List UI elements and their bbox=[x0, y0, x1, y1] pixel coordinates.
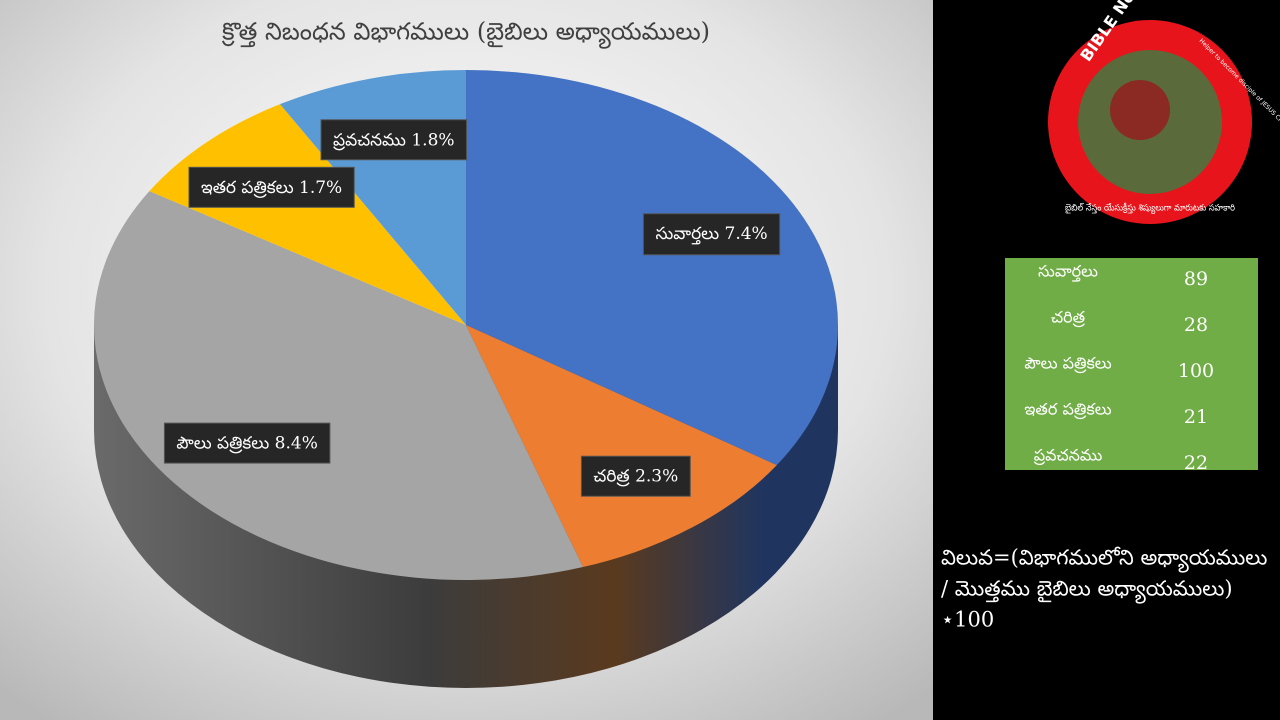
chart-title: క్రొత్త నిబంధన విభాగములు (బైబిలు అధ్యాయమ… bbox=[221, 18, 710, 50]
pie-slice bbox=[93, 191, 584, 581]
value-label: 2.3% bbox=[635, 466, 678, 486]
data-label-text: చరిత్ర 2.3% bbox=[593, 466, 678, 486]
table-name: పౌలు పత్రికలు bbox=[1024, 354, 1111, 374]
data-label-box bbox=[580, 455, 691, 497]
table-value: 28 bbox=[1184, 314, 1208, 336]
data-label: చరిత్ర 2.3% bbox=[580, 455, 691, 497]
table-value: 22 bbox=[1184, 452, 1208, 474]
note-line: / మొత్తము బైబిలు అధ్యాయములు) bbox=[941, 577, 1233, 605]
category-name: చరిత్ర bbox=[593, 466, 629, 486]
logo-figure bbox=[1110, 80, 1170, 140]
data-label: పౌలు పత్రికలు 8.4% bbox=[163, 422, 331, 464]
value-label: 8.4% bbox=[275, 433, 318, 453]
value-label: 1.8% bbox=[411, 130, 454, 150]
data-label-text: ప్రవచనము 1.8% bbox=[333, 130, 455, 150]
value-label: 1.7% bbox=[299, 177, 342, 197]
table-name: ప్రవచనము bbox=[1033, 446, 1102, 466]
data-label-box bbox=[188, 166, 355, 208]
table-value: 100 bbox=[1178, 360, 1214, 382]
table-name: ఇతర పత్రికలు bbox=[1024, 400, 1111, 420]
logo-telugu: బైబిల్ నేస్తం యేసుక్రీస్తు శిష్యులుగా మా… bbox=[1065, 203, 1236, 215]
category-name: పౌలు పత్రికలు bbox=[176, 433, 269, 453]
category-name: సువార్తలు bbox=[655, 224, 719, 245]
logo: BIBLE Nestam Helper to become disciple o… bbox=[1048, 0, 1280, 224]
category-name: ఇతర పత్రికలు bbox=[201, 177, 294, 197]
data-label: ఇతర పత్రికలు 1.7% bbox=[188, 166, 355, 208]
data-labels: సువార్తలు 7.4% చరిత్ర 2.3% పౌలు పత్రికలు 8… bbox=[163, 119, 781, 497]
pie-slice bbox=[149, 104, 467, 326]
data-label-text: సువార్తలు 7.4% bbox=[655, 224, 767, 245]
note-line: ⋆100 bbox=[941, 608, 994, 632]
data-label-box bbox=[642, 213, 781, 256]
category-name: ప్రవచనము bbox=[333, 130, 406, 150]
note-line: విలువ=(విభాగములోని అధ్యాయములు bbox=[941, 546, 1267, 574]
table-value: 89 bbox=[1184, 268, 1208, 290]
data-label: సువార్తలు 7.4% bbox=[642, 213, 781, 256]
pie-slice bbox=[466, 325, 777, 568]
data-label-box bbox=[320, 119, 468, 161]
data-label-text: పౌలు పత్రికలు 8.4% bbox=[176, 433, 317, 453]
table-value: 21 bbox=[1184, 406, 1208, 428]
table-name: సువార్తలు bbox=[1038, 262, 1098, 283]
data-label-box bbox=[163, 422, 331, 464]
data-label-text: ఇతర పత్రికలు 1.7% bbox=[201, 177, 342, 197]
data-label: ప్రవచనము 1.8% bbox=[320, 119, 468, 161]
pie-slice bbox=[466, 70, 839, 466]
formula-note: విలువ=(విభాగములోని అధ్యాయములు / మొత్తము బ… bbox=[941, 546, 1267, 632]
value-label: 7.4% bbox=[725, 224, 768, 244]
table-rows: సువార్తలు 89 చరిత్ర 28 పౌలు పత్రికలు 100 ఇతర ప… bbox=[1024, 262, 1214, 475]
table-name: చరిత్ర bbox=[1051, 308, 1085, 328]
data-table bbox=[1005, 258, 1258, 470]
